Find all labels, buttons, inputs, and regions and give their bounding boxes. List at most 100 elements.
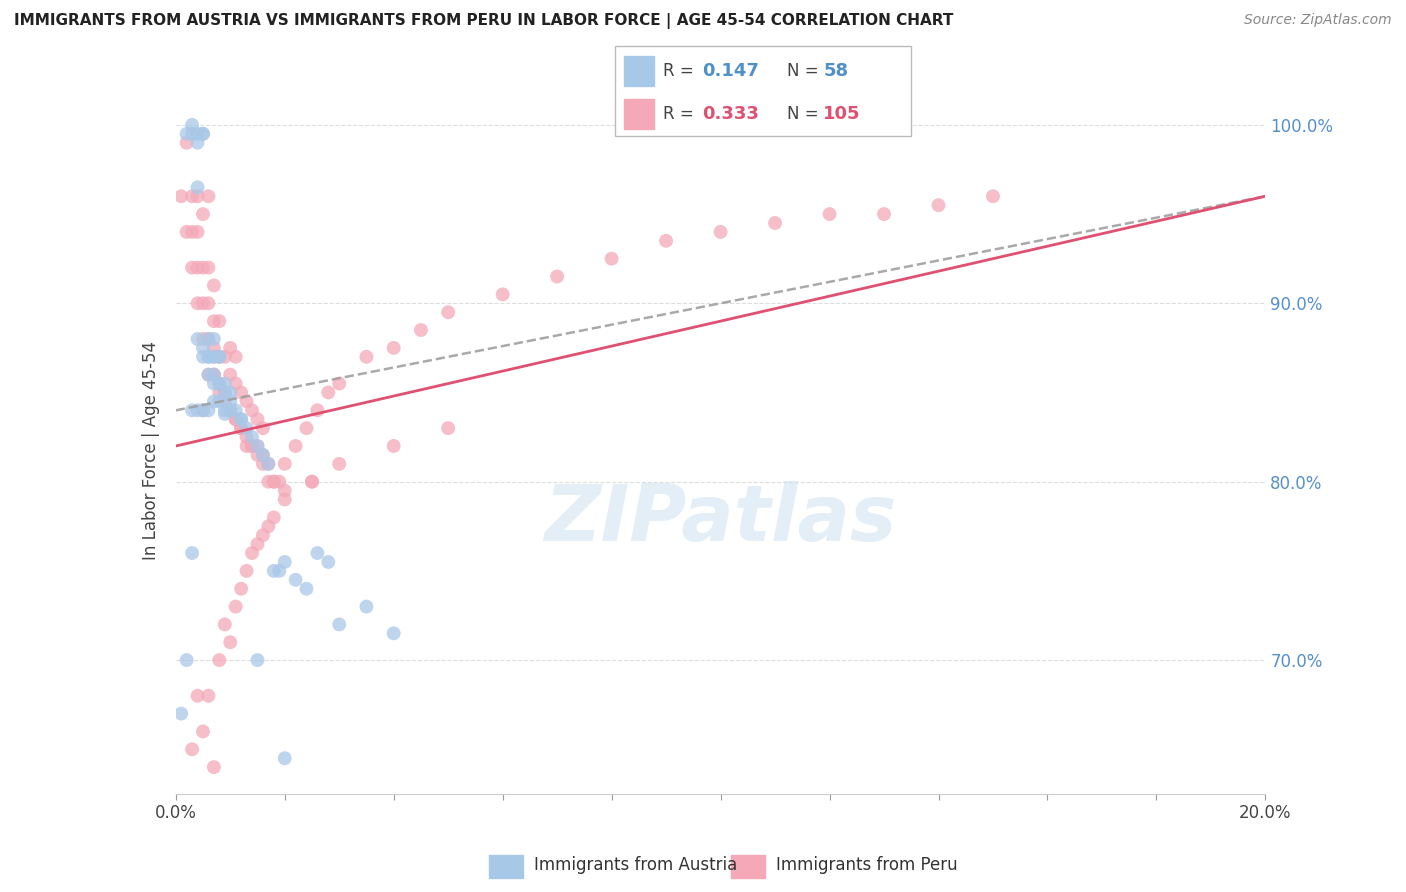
Text: R =: R = xyxy=(664,62,699,79)
Point xyxy=(219,403,242,417)
Point xyxy=(176,653,198,667)
Point xyxy=(219,635,242,649)
Point xyxy=(225,350,247,364)
Text: 0.147: 0.147 xyxy=(703,62,759,79)
Point xyxy=(274,751,297,765)
Point xyxy=(235,394,257,409)
Point xyxy=(231,412,253,426)
Point xyxy=(181,225,204,239)
Point xyxy=(219,385,242,400)
Point xyxy=(219,341,242,355)
Point xyxy=(208,385,231,400)
Point xyxy=(197,350,219,364)
Point xyxy=(246,448,269,462)
Point xyxy=(186,127,209,141)
Point xyxy=(170,189,193,203)
Point xyxy=(202,350,225,364)
Point xyxy=(191,296,214,310)
Point xyxy=(274,492,297,507)
Point xyxy=(186,189,209,203)
Point xyxy=(240,439,263,453)
Point xyxy=(186,260,209,275)
Point xyxy=(328,617,350,632)
Text: Immigrants from Peru: Immigrants from Peru xyxy=(776,856,957,874)
Point xyxy=(197,296,219,310)
Point xyxy=(197,260,219,275)
Point xyxy=(191,403,214,417)
Point xyxy=(382,439,405,453)
Point xyxy=(246,439,269,453)
Point xyxy=(219,403,242,417)
Point xyxy=(191,403,214,417)
Point xyxy=(437,421,460,435)
Text: IMMIGRANTS FROM AUSTRIA VS IMMIGRANTS FROM PERU IN LABOR FORCE | AGE 45-54 CORRE: IMMIGRANTS FROM AUSTRIA VS IMMIGRANTS FR… xyxy=(14,13,953,29)
Point xyxy=(186,689,209,703)
Point xyxy=(181,546,204,560)
Bar xyxy=(489,855,523,878)
Point xyxy=(818,207,841,221)
Point xyxy=(274,483,297,498)
Point xyxy=(197,368,219,382)
Point xyxy=(219,368,242,382)
Point xyxy=(492,287,515,301)
Point xyxy=(318,385,340,400)
Point xyxy=(235,439,257,453)
Point xyxy=(191,207,214,221)
Point xyxy=(225,599,247,614)
Point xyxy=(214,385,236,400)
Point xyxy=(202,376,225,391)
Point xyxy=(181,118,204,132)
Point xyxy=(235,564,257,578)
Point xyxy=(269,564,291,578)
Point xyxy=(191,127,214,141)
Point xyxy=(263,510,285,524)
Point xyxy=(710,225,733,239)
Point xyxy=(295,582,318,596)
Point xyxy=(202,368,225,382)
Text: ZIPatlas: ZIPatlas xyxy=(544,481,897,558)
Point xyxy=(214,385,236,400)
Point xyxy=(655,234,678,248)
Point xyxy=(231,421,253,435)
Point xyxy=(197,332,219,346)
Point xyxy=(176,136,198,150)
Point xyxy=(191,332,214,346)
Point xyxy=(191,724,214,739)
Point xyxy=(197,350,219,364)
Point xyxy=(274,457,297,471)
Point xyxy=(225,403,247,417)
Point xyxy=(437,305,460,319)
Point xyxy=(214,394,236,409)
FancyBboxPatch shape xyxy=(614,46,911,136)
Point xyxy=(186,225,209,239)
Point xyxy=(191,127,214,141)
Point xyxy=(197,689,219,703)
Bar xyxy=(624,99,654,129)
Point xyxy=(284,573,307,587)
Point xyxy=(202,350,225,364)
Point xyxy=(301,475,323,489)
Point xyxy=(191,260,214,275)
Point xyxy=(181,189,204,203)
Point xyxy=(546,269,568,284)
Point xyxy=(186,296,209,310)
Point xyxy=(235,421,257,435)
Point xyxy=(208,376,231,391)
Point xyxy=(356,350,378,364)
Point xyxy=(197,189,219,203)
Point xyxy=(225,412,247,426)
Point xyxy=(214,376,236,391)
Point xyxy=(186,136,209,150)
Point xyxy=(284,439,307,453)
Point xyxy=(240,439,263,453)
Point xyxy=(252,457,274,471)
Point xyxy=(208,314,231,328)
Point xyxy=(181,127,204,141)
Point xyxy=(263,475,285,489)
Y-axis label: In Labor Force | Age 45-54: In Labor Force | Age 45-54 xyxy=(142,341,160,560)
Point xyxy=(214,403,236,417)
Point xyxy=(186,332,209,346)
Point xyxy=(252,448,274,462)
Point xyxy=(246,412,269,426)
Point xyxy=(274,555,297,569)
